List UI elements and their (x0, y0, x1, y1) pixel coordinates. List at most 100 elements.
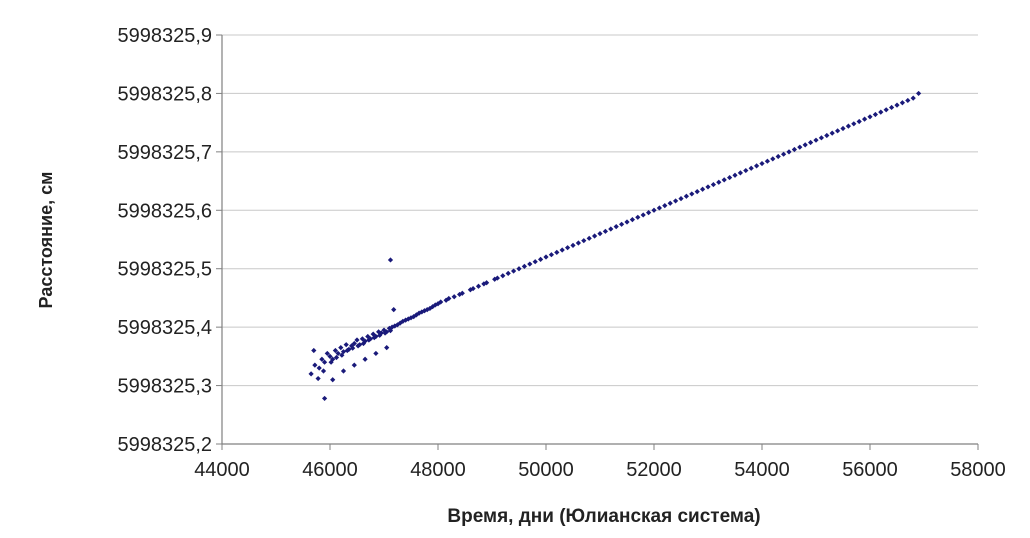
x-tick-label: 50000 (518, 459, 574, 481)
data-point (338, 344, 344, 351)
data-point (899, 100, 905, 106)
y-tick-label: 5998325,8 (117, 83, 212, 105)
data-point (700, 186, 706, 192)
data-point (710, 181, 716, 188)
data-point (856, 118, 862, 125)
data-point (494, 275, 500, 281)
data-point (619, 221, 625, 227)
data-point (559, 247, 565, 253)
data-point (802, 142, 808, 148)
data-point (438, 299, 444, 305)
data-point (543, 254, 549, 260)
data-point (384, 344, 390, 351)
data-point (683, 193, 689, 199)
data-point (916, 90, 922, 97)
data-point (716, 179, 722, 185)
data-point (359, 336, 365, 342)
y-tick-label: 5998325,5 (117, 259, 212, 281)
data-point (400, 318, 406, 324)
data-point (340, 368, 347, 374)
data-point (737, 170, 743, 176)
y-tick-label: 5998325,7 (117, 142, 212, 164)
data-point (350, 345, 356, 351)
data-point (308, 371, 314, 377)
data-point (705, 184, 711, 190)
x-tick-label: 52000 (626, 459, 682, 481)
x-tick-labels: 44000 46000 48000 50000 52000 54000 56000 58000 (194, 444, 1006, 481)
data-point (443, 297, 449, 303)
data-point (354, 337, 360, 343)
data-point (889, 104, 895, 111)
data-point (377, 332, 383, 338)
data-point (357, 342, 363, 348)
data-point (521, 263, 527, 269)
data-point (840, 125, 846, 132)
data-point (797, 144, 803, 150)
data-point (689, 191, 695, 197)
data-point (511, 268, 517, 274)
data-point (311, 347, 317, 354)
data-point (371, 335, 377, 341)
data-point (624, 219, 630, 225)
data-point (570, 242, 576, 248)
data-point (405, 316, 411, 322)
data-point (403, 317, 409, 323)
data-point (673, 198, 679, 204)
data-point (328, 359, 334, 365)
data-point (319, 356, 325, 362)
data-point (312, 362, 318, 368)
data-point (867, 114, 873, 120)
data-point (678, 196, 684, 202)
data-point (324, 350, 330, 357)
y-tick-label: 5998325,4 (117, 317, 212, 339)
data-point (500, 273, 506, 279)
data-point (640, 212, 646, 218)
data-point (343, 342, 349, 348)
data-point (470, 285, 476, 292)
data-point (516, 266, 522, 272)
data-point (427, 305, 433, 312)
data-point (373, 350, 379, 357)
data-point (554, 249, 560, 255)
data-point (333, 354, 340, 361)
data-point (392, 323, 398, 329)
data-point (424, 307, 430, 313)
data-point (586, 235, 592, 241)
data-point (475, 283, 482, 289)
data-point (320, 368, 327, 374)
data-point (872, 111, 878, 118)
data-point (910, 95, 916, 101)
data-point (315, 375, 321, 382)
data-point (764, 158, 770, 164)
data-point (781, 151, 787, 157)
data-point (575, 240, 581, 246)
data-point (411, 314, 417, 320)
data-point (754, 163, 760, 169)
data-point (646, 210, 652, 216)
y-tick-labels: 5998325,2 5998325,3 5998325,4 5998325,5 5998… (117, 25, 222, 456)
data-point (651, 207, 657, 213)
data-point (394, 322, 401, 328)
data-point (845, 123, 851, 129)
data-point (808, 139, 814, 146)
data-point (355, 343, 361, 349)
data-point (818, 135, 824, 141)
data-point (335, 350, 341, 357)
data-point (851, 121, 857, 127)
data-point (770, 156, 776, 162)
data-point (432, 302, 438, 308)
data-point (727, 174, 733, 181)
data-point (339, 352, 345, 358)
data-point (481, 281, 487, 287)
data-point (592, 233, 598, 239)
data-point (883, 107, 889, 113)
data-point (862, 116, 868, 122)
data-point (322, 359, 328, 365)
data-point (721, 177, 727, 183)
y-tick-label: 5998325,9 (117, 25, 212, 47)
data-point (813, 137, 819, 143)
data-point (366, 337, 372, 343)
data-point (327, 353, 333, 359)
data-point (451, 294, 457, 300)
